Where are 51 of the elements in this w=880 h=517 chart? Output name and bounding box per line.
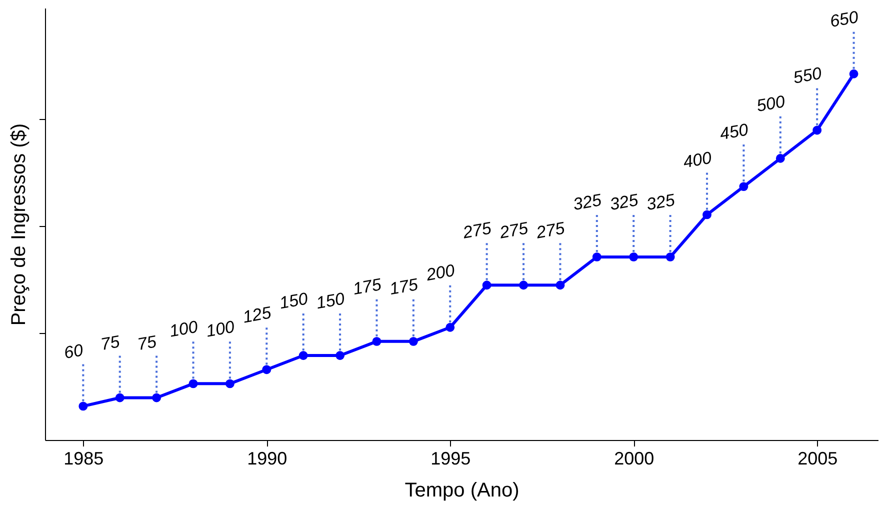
point xyxy=(372,336,382,346)
point xyxy=(446,322,455,332)
data-label: 175 xyxy=(388,274,420,299)
x-axis-title: Tempo (Ano) xyxy=(404,480,520,502)
data-label: 500 xyxy=(755,92,787,116)
data-label: 125 xyxy=(241,303,274,327)
point xyxy=(262,365,272,374)
data-label: 450 xyxy=(718,120,750,144)
data-label: 400 xyxy=(682,148,714,172)
point xyxy=(812,126,822,135)
point xyxy=(519,280,528,290)
data-label: 100 xyxy=(168,317,200,341)
data-label: 275 xyxy=(534,218,567,242)
data-label: 175 xyxy=(351,274,384,299)
data-label: 275 xyxy=(460,218,494,242)
x-tick-label: 1985 xyxy=(64,448,104,468)
data-label: 60 xyxy=(62,340,86,363)
point xyxy=(298,351,308,360)
point xyxy=(408,336,418,346)
data-label: 325 xyxy=(645,190,677,214)
x-tick-label: 2000 xyxy=(614,448,654,468)
point xyxy=(152,393,162,402)
point xyxy=(556,280,565,290)
data-label: 650 xyxy=(828,7,860,32)
point xyxy=(188,379,198,388)
point xyxy=(225,379,234,388)
data-label: 150 xyxy=(278,288,310,313)
point xyxy=(776,154,785,163)
data-label: 275 xyxy=(497,218,530,242)
y-axis-title: Preço de Ingressos ($) xyxy=(8,123,30,326)
data-label: 75 xyxy=(136,332,158,354)
data-label: 550 xyxy=(792,64,824,88)
point xyxy=(702,210,712,220)
data-label: 200 xyxy=(424,260,457,285)
data-label: 100 xyxy=(204,317,236,341)
data-label: 75 xyxy=(99,332,122,354)
point xyxy=(78,402,88,411)
point xyxy=(336,351,345,360)
x-tick-label: 1995 xyxy=(430,448,471,468)
point xyxy=(482,280,492,290)
point xyxy=(739,182,748,192)
data-label: 325 xyxy=(608,190,640,214)
point xyxy=(629,252,638,262)
x-tick-label: 2005 xyxy=(798,448,838,468)
point xyxy=(592,252,602,262)
x-tick-label: 1990 xyxy=(247,448,288,468)
point xyxy=(849,69,858,78)
data-label: 150 xyxy=(314,288,347,313)
point xyxy=(115,393,124,402)
point xyxy=(666,252,675,262)
data-label: 325 xyxy=(572,190,604,214)
